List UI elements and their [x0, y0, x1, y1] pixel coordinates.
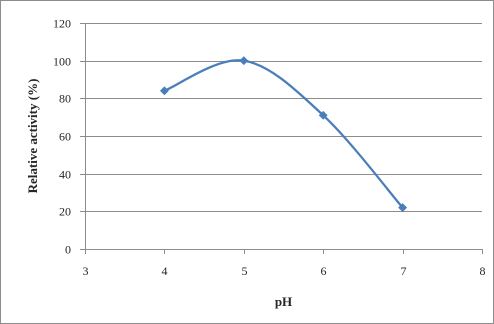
x-tick-label: 6: [321, 264, 327, 278]
y-tick-label: 60: [59, 130, 71, 144]
gridlines: [85, 23, 482, 212]
series-line: [163, 59, 404, 209]
y-tick-label: 0: [65, 243, 71, 257]
x-axis-title: pH: [275, 294, 292, 309]
tick-labels: 0 20 40 60 80 100 120 3 4 5 6 7 8: [53, 17, 486, 279]
x-tick-label: 3: [83, 264, 89, 278]
x-tick-label: 7: [401, 264, 407, 278]
y-tick-label: 20: [59, 205, 71, 219]
x-tick-label: 5: [242, 264, 248, 278]
y-axis-title: Relative activity (%): [25, 79, 40, 194]
x-tick-label: 8: [480, 264, 486, 278]
series: [159, 56, 408, 213]
y-tick-label: 120: [53, 17, 71, 31]
x-tick-label: 4: [162, 264, 168, 278]
data-point-marker: [159, 86, 169, 96]
y-tick-label: 80: [59, 92, 71, 106]
axes: [80, 23, 483, 254]
y-tick-label: 40: [59, 168, 71, 182]
data-point-marker: [398, 203, 408, 213]
y-tick-label: 100: [53, 55, 71, 69]
data-point-marker: [318, 110, 328, 120]
data-point-marker: [239, 56, 249, 66]
